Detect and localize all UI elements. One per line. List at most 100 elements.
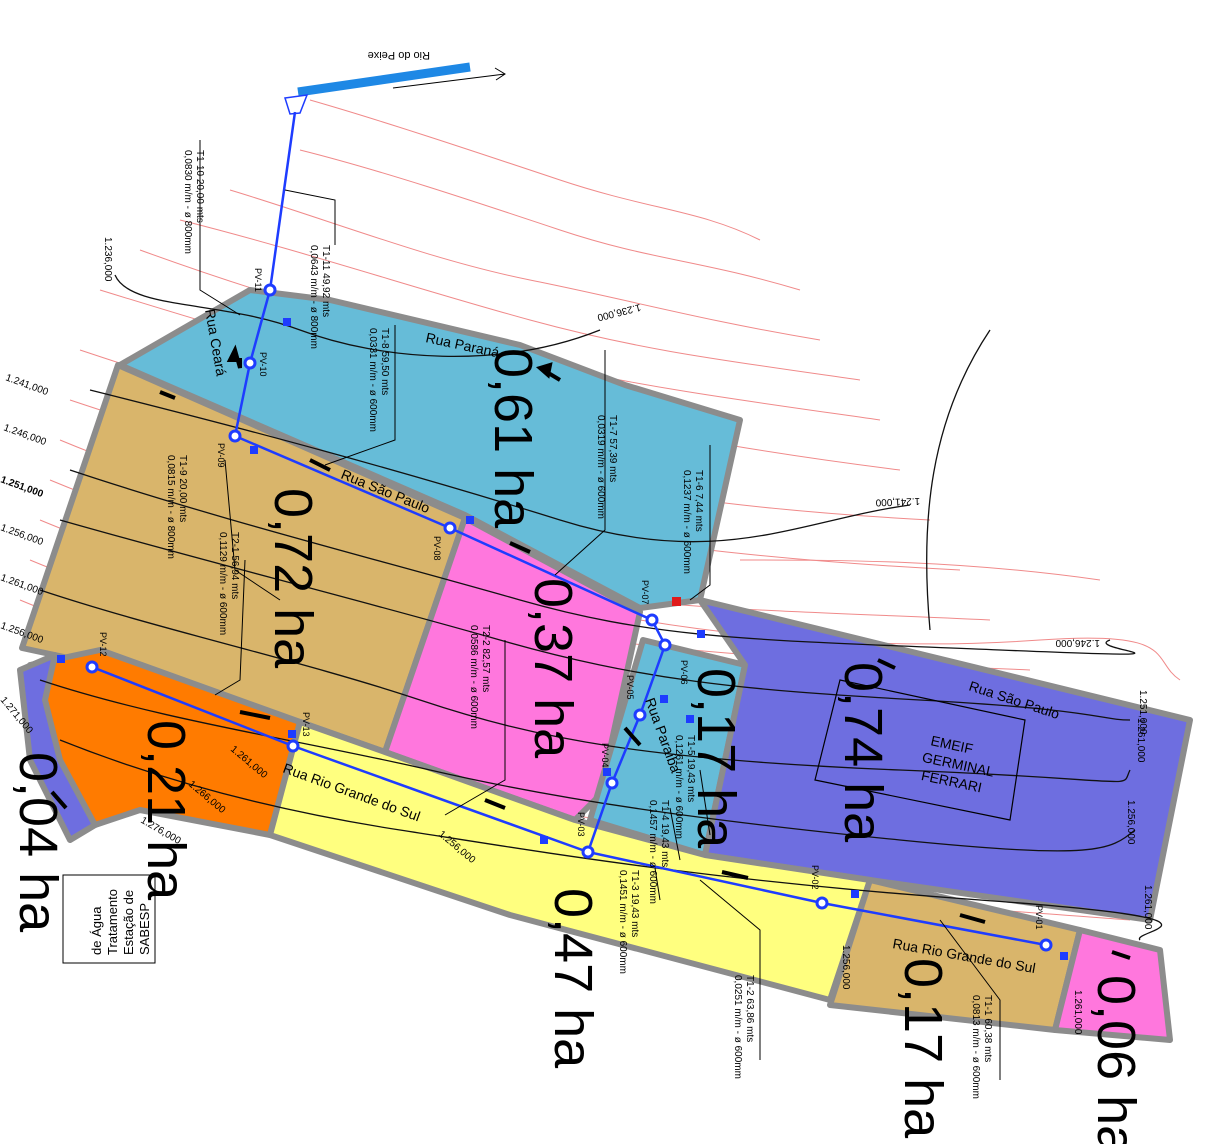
svg-text:de Água: de Água — [89, 906, 104, 955]
svg-text:T1-2 63,86 mts: T1-2 63,86 mts — [744, 975, 755, 1042]
river: Rio do Peixe — [297, 49, 506, 97]
svg-text:0,0331 m/m - ø 600mm: 0,0331 m/m - ø 600mm — [367, 328, 378, 432]
svg-text:0,0319 m/m - ø 600mm: 0,0319 m/m - ø 600mm — [595, 415, 606, 519]
svg-text:PV-02: PV-02 — [810, 865, 820, 890]
school-building — [814, 679, 1026, 821]
outfall-icon — [284, 94, 309, 115]
svg-text:Tratamento: Tratamento — [105, 889, 120, 955]
wells — [85, 283, 1053, 952]
area-006 — [1052, 927, 1173, 1043]
river-label: Rio do Peixe — [368, 49, 430, 61]
svg-text:T1-10 20,00 mts: T1-10 20,00 mts — [194, 150, 205, 223]
svg-text:Estação de: Estação de — [121, 890, 136, 955]
svg-text:1.261,000: 1.261,000 — [1135, 718, 1146, 763]
segment-leaders — [199, 140, 1001, 1080]
svg-text:0,61 ha: 0,61 ha — [483, 348, 543, 529]
svg-text:1.236,000: 1.236,000 — [102, 237, 113, 282]
svg-text:PV-09: PV-09 — [216, 443, 226, 468]
svg-text:1.251,000: 1.251,000 — [0, 474, 45, 500]
pv-11[interactable] — [263, 283, 277, 297]
svg-text:1.256,000: 1.256,000 — [840, 945, 851, 990]
pv-03[interactable] — [581, 845, 595, 859]
svg-text:PV-11: PV-11 — [253, 268, 263, 292]
svg-text:0,0643 m/m - ø 800mm: 0,0643 m/m - ø 800mm — [308, 245, 319, 349]
svg-text:0,74 ha: 0,74 ha — [833, 662, 893, 843]
well-labels: PV-01 PV-02 PV-03 PV-04 PV-05 PV-06 PV-0… — [98, 268, 1044, 930]
svg-text:PV-04: PV-04 — [600, 743, 610, 768]
svg-text:PV-13: PV-13 — [301, 712, 311, 737]
pv-09[interactable] — [228, 429, 242, 443]
svg-text:0,1261 m/m - ø 600mm: 0,1261 m/m - ø 600mm — [673, 735, 684, 839]
pv-06[interactable] — [658, 638, 672, 652]
svg-text:0,1237 m/m - ø 600mm: 0,1237 m/m - ø 600mm — [681, 470, 692, 574]
svg-text:PV-05: PV-05 — [625, 675, 635, 700]
svg-text:1.251,000: 1.251,000 — [1137, 690, 1148, 735]
svg-text:0,04 ha: 0,04 ha — [8, 752, 68, 933]
svg-text:T1-1 60,38 mts: T1-1 60,38 mts — [982, 995, 993, 1062]
svg-text:T1-4 19,43 mts: T1-4 19,43 mts — [659, 800, 670, 867]
contour-lines-black — [39, 274, 1163, 941]
svg-text:PV-01: PV-01 — [1034, 905, 1044, 930]
svg-text:0,21 ha: 0,21 ha — [136, 720, 196, 901]
svg-text:PV-07: PV-07 — [640, 580, 650, 605]
pv-01[interactable] — [1039, 938, 1053, 952]
svg-text:PV-08: PV-08 — [432, 536, 442, 561]
svg-text:T1-8 59,50 mts: T1-8 59,50 mts — [379, 328, 390, 395]
svg-text:1.256,000: 1.256,000 — [0, 522, 45, 548]
svg-text:0,17 ha: 0,17 ha — [686, 668, 746, 849]
svg-text:PV-06: PV-06 — [679, 660, 689, 685]
svg-text:0,1457 m/m - ø 600mm: 0,1457 m/m - ø 600mm — [647, 800, 658, 904]
svg-text:T2-1 56,94 mts: T2-1 56,94 mts — [229, 532, 240, 599]
area-061 — [117, 287, 743, 611]
svg-text:0,0830 m/m - ø 800mm: 0,0830 m/m - ø 800mm — [182, 150, 193, 254]
area-004 — [17, 652, 98, 843]
svg-text:T1-7 57,39 mts: T1-7 57,39 mts — [607, 415, 618, 482]
svg-text:PV-12: PV-12 — [98, 632, 108, 657]
pv-13[interactable] — [286, 739, 300, 753]
sabesp-box: SABESP Estação de Tratamento de Água — [62, 874, 156, 964]
svg-text:1.261,000: 1.261,000 — [1072, 990, 1083, 1035]
svg-text:1.261,000: 1.261,000 — [0, 572, 45, 598]
pv-04[interactable] — [605, 776, 619, 790]
svg-text:1.241,000: 1.241,000 — [4, 372, 50, 398]
svg-text:T1-5 19,43 mts: T1-5 19,43 mts — [685, 735, 696, 802]
svg-text:1.241,000: 1.241,000 — [875, 495, 920, 508]
svg-text:0,0251 m/m - ø 600mm: 0,0251 m/m - ø 600mm — [732, 975, 743, 1079]
svg-text:0,47 ha: 0,47 ha — [543, 888, 603, 1069]
pv-10[interactable] — [243, 356, 257, 370]
svg-text:T1-9 20,00 mts: T1-9 20,00 mts — [177, 455, 188, 522]
svg-text:SABESP: SABESP — [137, 903, 152, 955]
pv-02[interactable] — [815, 896, 829, 910]
svg-text:0,1451 m/m - ø 600mm: 0,1451 m/m - ø 600mm — [617, 870, 628, 974]
svg-text:0,72 ha: 0,72 ha — [263, 488, 323, 669]
svg-text:0,0815 m/m - ø 800mm: 0,0815 m/m - ø 800mm — [165, 455, 176, 559]
svg-text:1.236,000: 1.236,000 — [596, 301, 642, 323]
pv-08[interactable] — [443, 521, 457, 535]
svg-text:0,37 ha: 0,37 ha — [523, 578, 583, 759]
pv-12[interactable] — [85, 660, 99, 674]
svg-text:0,1129 m/m - ø 600mm: 0,1129 m/m - ø 600mm — [217, 532, 228, 635]
flow-arrows — [50, 344, 1131, 960]
area-037 — [382, 515, 643, 823]
svg-text:0,17 ha: 0,17 ha — [893, 958, 953, 1139]
svg-text:PV-10: PV-10 — [258, 352, 268, 377]
svg-text:T1-11 49,92 mts: T1-11 49,92 mts — [320, 245, 331, 317]
inlets — [57, 318, 1068, 960]
svg-text:0,0586 m/m - ø 600mm: 0,0586 m/m - ø 600mm — [468, 625, 479, 729]
red-marker — [672, 597, 681, 606]
svg-text:1.256,000: 1.256,000 — [1125, 800, 1136, 845]
svg-text:1.246,000: 1.246,000 — [2, 422, 48, 448]
pv-05[interactable] — [633, 708, 647, 722]
pv-07[interactable] — [645, 613, 659, 627]
svg-text:1.261,000: 1.261,000 — [1142, 885, 1153, 930]
svg-text:1.246,000: 1.246,000 — [1055, 637, 1100, 648]
svg-text:PV-03: PV-03 — [576, 812, 586, 837]
svg-text:T1-3 19,43 mts: T1-3 19,43 mts — [629, 870, 640, 937]
svg-text:T2-2 82,57 mts: T2-2 82,57 mts — [480, 625, 491, 692]
svg-text:0,06 ha: 0,06 ha — [1086, 975, 1146, 1144]
svg-text:T1-6 7,44 mts: T1-6 7,44 mts — [693, 470, 704, 532]
area-labels: 0,61 ha 0,72 ha 0,37 ha 0,17 ha 0,74 ha … — [8, 348, 1146, 1144]
svg-text:0,0813 m/m - ø 600mm: 0,0813 m/m - ø 600mm — [970, 995, 981, 1099]
